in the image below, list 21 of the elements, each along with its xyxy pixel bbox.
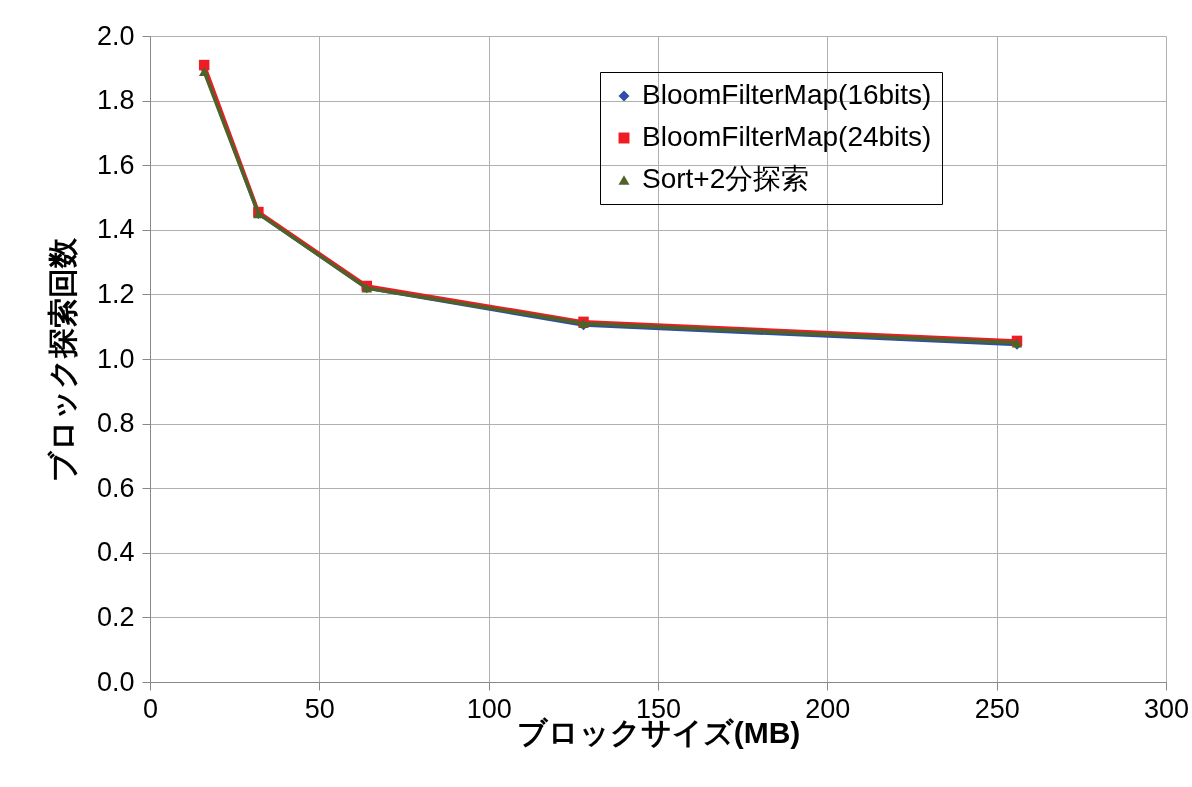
y-axis-title: ブロック探索回数	[45, 236, 79, 482]
x-tick-label: 300	[1143, 693, 1190, 724]
legend-label: BloomFilterMap(16bits)	[642, 79, 932, 110]
y-tick-label: 2.0	[96, 20, 135, 51]
legend-label: Sort+2分探索	[642, 163, 810, 194]
y-tick-label: 1.4	[96, 214, 135, 245]
y-tick-label: 0.8	[96, 408, 135, 439]
y-tick-label: 0.0	[96, 666, 135, 697]
x-tick-label: 50	[304, 693, 335, 724]
legend-label: BloomFilterMap(24bits)	[642, 121, 932, 152]
y-tick-label: 1.6	[96, 149, 135, 180]
y-tick-label: 1.2	[96, 278, 135, 309]
y-tick-label: 1.0	[96, 343, 135, 374]
y-tick-label: 1.8	[96, 85, 135, 116]
x-tick-label: 0	[142, 693, 159, 724]
x-tick-label: 250	[974, 693, 1020, 724]
y-tick-label: 0.2	[96, 601, 135, 632]
y-tick-label: 0.6	[96, 472, 135, 503]
y-tick-label: 0.4	[96, 537, 135, 568]
x-tick-label: 100	[466, 693, 512, 724]
x-tick-label: 200	[805, 693, 851, 724]
